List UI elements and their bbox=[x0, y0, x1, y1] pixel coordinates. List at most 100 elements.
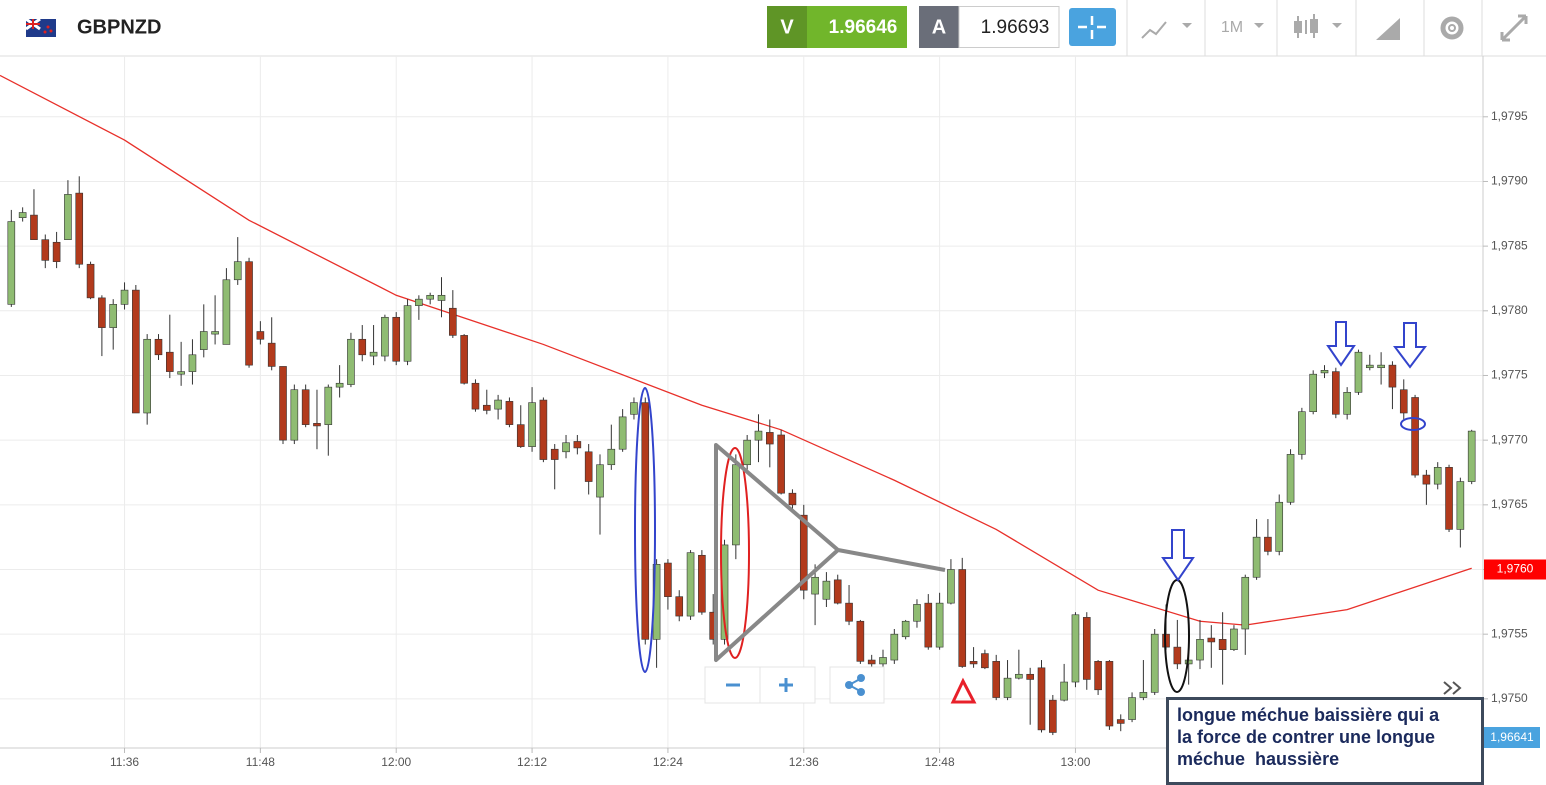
candle-body bbox=[664, 562, 672, 597]
candle-body bbox=[1060, 681, 1068, 701]
annotations bbox=[634, 321, 1427, 704]
candle-body bbox=[867, 659, 876, 665]
buy-price-box[interactable] bbox=[958, 6, 1060, 48]
annotation-line: méchue haussière bbox=[1177, 749, 1340, 769]
candle-body bbox=[1388, 364, 1397, 388]
sell-price-box[interactable] bbox=[807, 6, 907, 48]
candle-body bbox=[1094, 661, 1102, 691]
candle-body bbox=[30, 214, 38, 240]
candle-body bbox=[199, 331, 208, 350]
candle-body bbox=[788, 492, 797, 506]
crosshair-button[interactable] bbox=[1069, 8, 1116, 46]
annotation-box: longue méchue baissière qui a la force d… bbox=[1166, 697, 1484, 785]
bid-label: 1,96641 bbox=[1490, 730, 1534, 744]
flag bbox=[25, 17, 56, 37]
candle-body bbox=[482, 404, 491, 411]
candle-body bbox=[392, 316, 401, 362]
candle-body bbox=[1365, 364, 1374, 369]
candle-body bbox=[494, 399, 502, 410]
price-marker-label: 1,9760 bbox=[1497, 562, 1534, 576]
candle-body bbox=[935, 602, 944, 648]
annotation-line: la force de contrer une longue bbox=[1177, 727, 1436, 747]
candle-body bbox=[686, 552, 695, 617]
candle-body bbox=[550, 448, 559, 460]
candle-body bbox=[766, 432, 774, 445]
zoom-controls[interactable] bbox=[704, 666, 1462, 704]
candle-body bbox=[743, 439, 751, 466]
candle-body bbox=[1332, 371, 1340, 415]
candle-body bbox=[1377, 364, 1385, 369]
candle-body bbox=[1298, 411, 1306, 455]
candle-body bbox=[256, 331, 265, 340]
y-tick-label: 1,9755 bbox=[1491, 626, 1528, 640]
candle-body bbox=[630, 402, 638, 415]
candle-body bbox=[1264, 536, 1272, 552]
candle-body bbox=[981, 653, 989, 669]
candle-body bbox=[460, 335, 468, 384]
moving-average bbox=[0, 74, 1472, 626]
candle-body bbox=[1320, 370, 1329, 374]
candle-body bbox=[879, 657, 887, 665]
candle-body bbox=[52, 241, 61, 262]
candle-body bbox=[913, 604, 921, 622]
candle-body bbox=[267, 342, 276, 367]
candle-body bbox=[596, 464, 604, 498]
sell-price: 1.96646 bbox=[829, 17, 898, 38]
x-tick-label: 11:36 bbox=[110, 755, 139, 769]
x-tick-label: 13:00 bbox=[1060, 755, 1090, 769]
candle-body bbox=[313, 423, 321, 427]
candle-body bbox=[154, 338, 163, 356]
y-tick-label: 1,9795 bbox=[1491, 109, 1528, 123]
candle-body bbox=[166, 351, 174, 372]
y-tick-label: 1,9790 bbox=[1491, 174, 1528, 188]
plot bbox=[0, 56, 1483, 748]
x-tick-label: 12:00 bbox=[381, 755, 411, 769]
candle-body bbox=[381, 316, 389, 357]
candle-body bbox=[947, 569, 955, 604]
y-tick-label: 1,9750 bbox=[1491, 691, 1528, 705]
candle-body bbox=[833, 579, 842, 604]
candle-body bbox=[675, 596, 684, 617]
candle-body bbox=[109, 304, 118, 328]
candle-body bbox=[732, 464, 740, 546]
candle-body bbox=[188, 354, 197, 372]
candle-body bbox=[1467, 430, 1476, 482]
candle-body bbox=[358, 338, 367, 356]
candle-body bbox=[403, 305, 412, 362]
y-tick-label: 1,9765 bbox=[1491, 497, 1528, 511]
buy-button[interactable] bbox=[919, 6, 959, 48]
buy-price: 1.96693 bbox=[981, 17, 1050, 38]
candle-body bbox=[1422, 474, 1431, 485]
candle-body bbox=[1433, 467, 1442, 485]
candle-body bbox=[562, 442, 570, 453]
candle-body bbox=[1275, 501, 1284, 552]
candle-body bbox=[1309, 373, 1317, 413]
candle-body bbox=[1230, 628, 1238, 650]
candle-body bbox=[64, 194, 72, 240]
candle-body bbox=[799, 514, 808, 591]
candle-body bbox=[1037, 667, 1046, 731]
sell-label: V bbox=[780, 16, 794, 38]
candle-body bbox=[811, 576, 819, 595]
candle-body bbox=[7, 221, 16, 305]
y-tick-label: 1,9785 bbox=[1491, 238, 1528, 252]
toolbar-icons[interactable] bbox=[1141, 14, 1528, 42]
candle-body bbox=[18, 212, 27, 218]
candle-body bbox=[1196, 639, 1204, 661]
candle-body bbox=[1241, 576, 1250, 630]
candle-body bbox=[471, 382, 480, 410]
candle-body bbox=[845, 602, 853, 622]
timeframe[interactable]: 1M bbox=[1221, 19, 1243, 36]
sell-button[interactable] bbox=[767, 6, 807, 48]
candle-body bbox=[369, 351, 378, 357]
candle-body bbox=[1218, 639, 1227, 650]
candle-body bbox=[528, 402, 536, 447]
candle-body bbox=[1411, 397, 1419, 476]
candle-body bbox=[75, 192, 84, 265]
candle-body bbox=[211, 331, 219, 335]
x-tick-label: 12:12 bbox=[517, 755, 547, 769]
candle-body bbox=[1128, 697, 1136, 720]
candle-body bbox=[607, 448, 616, 466]
